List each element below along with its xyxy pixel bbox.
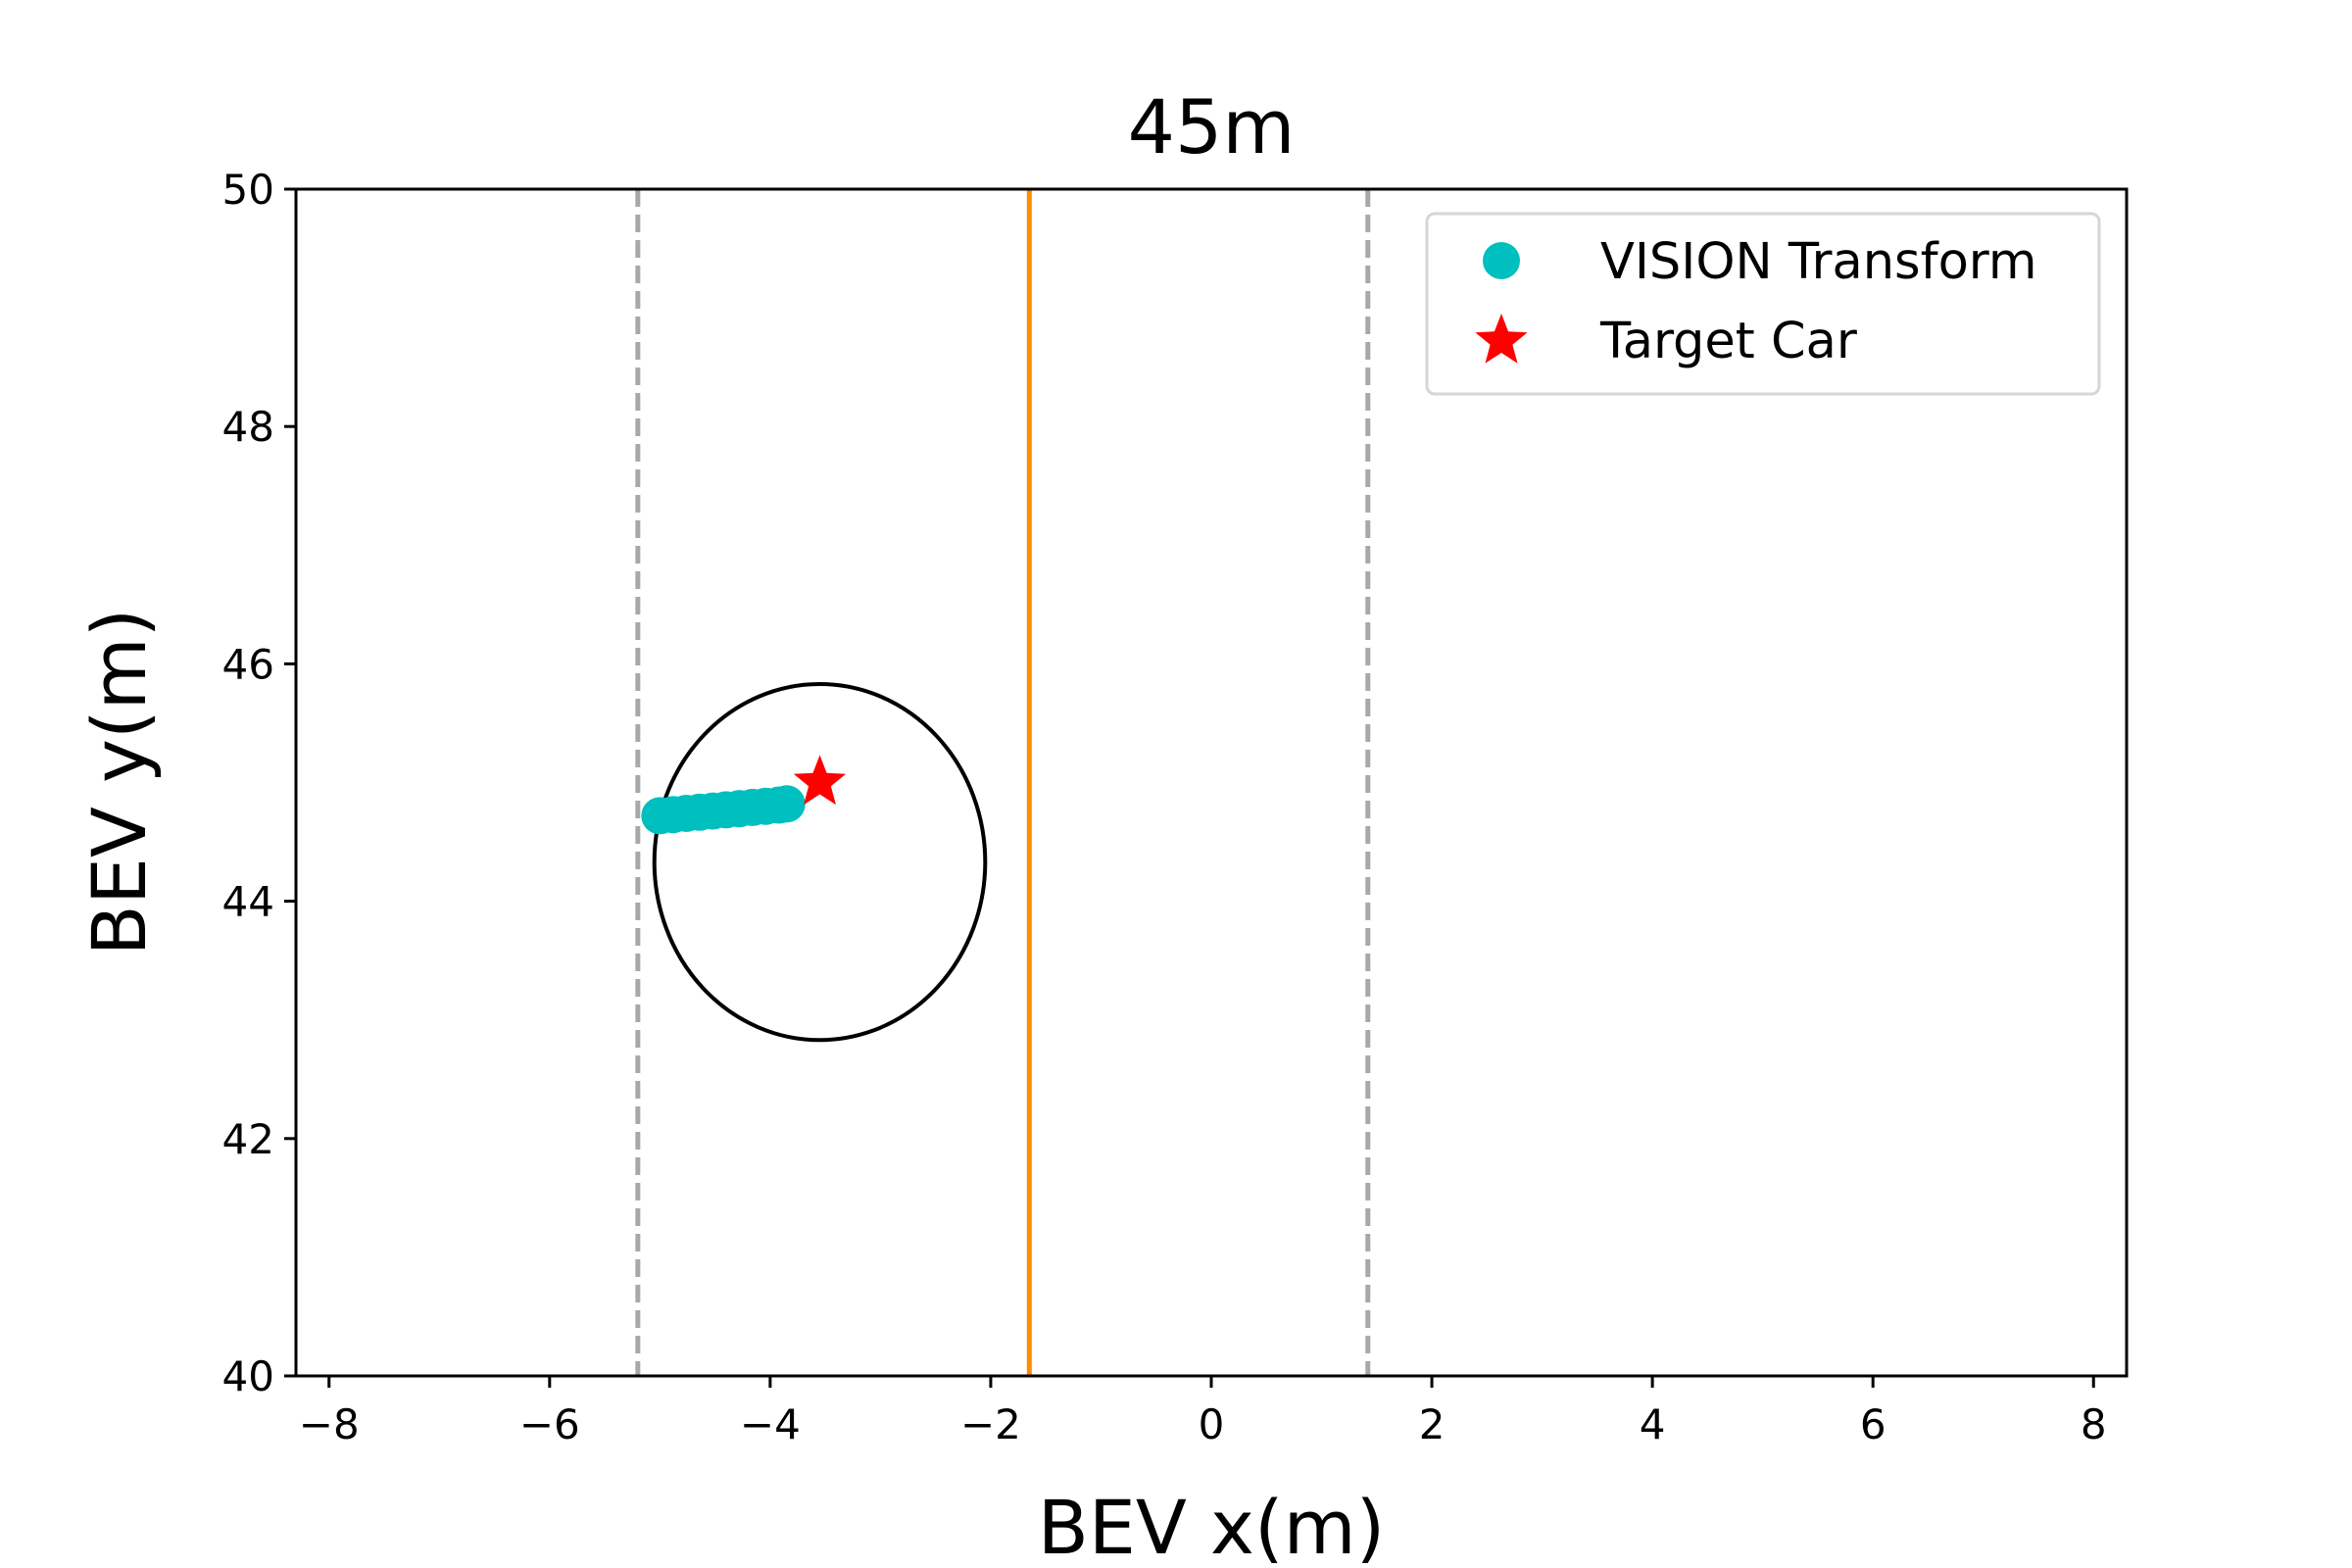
y-tick-label: 48	[222, 403, 274, 451]
x-tick-label: −6	[519, 1400, 580, 1448]
vision-transform-point	[767, 785, 806, 823]
chart-title: 45m	[1128, 83, 1296, 171]
x-tick-label: 0	[1199, 1400, 1225, 1448]
legend-marker-vision-transform	[1483, 242, 1520, 279]
legend-marker-target-car	[1475, 314, 1528, 364]
x-axis-label: BEV x(m)	[1038, 1484, 1386, 1568]
x-tick-label: 2	[1419, 1400, 1446, 1448]
x-tick-label: 8	[2081, 1400, 2107, 1448]
y-tick-label: 46	[222, 640, 274, 688]
legend-label-target-car: Target Car	[1599, 313, 1857, 370]
legend-box	[1425, 212, 2101, 396]
y-tick-label: 50	[222, 166, 274, 214]
y-axis-label: BEV y(m)	[75, 609, 163, 956]
x-tick-label: −2	[960, 1400, 1021, 1448]
target-car-marker	[793, 755, 847, 806]
plot-area	[635, 189, 1371, 1376]
x-tick-label: −4	[740, 1400, 801, 1448]
x-tick-label: 6	[1860, 1400, 1886, 1448]
y-axis: 40 42 44 46 48 50	[222, 166, 296, 1400]
y-tick-label: 44	[222, 878, 274, 926]
uncertainty-ellipse	[652, 681, 988, 1043]
y-tick-label: 40	[222, 1352, 274, 1400]
x-tick-label: −8	[299, 1400, 360, 1448]
x-axis: −8 −6 −4 −2 0 2 4 6 8	[299, 1376, 2107, 1448]
data-layer	[641, 681, 988, 1043]
legend-label-vision-transform: VISION Transform	[1600, 233, 2037, 291]
x-tick-label: 4	[1640, 1400, 1666, 1448]
y-tick-label: 42	[222, 1115, 274, 1163]
legend: VISION Transform Target Car	[1425, 212, 2101, 396]
